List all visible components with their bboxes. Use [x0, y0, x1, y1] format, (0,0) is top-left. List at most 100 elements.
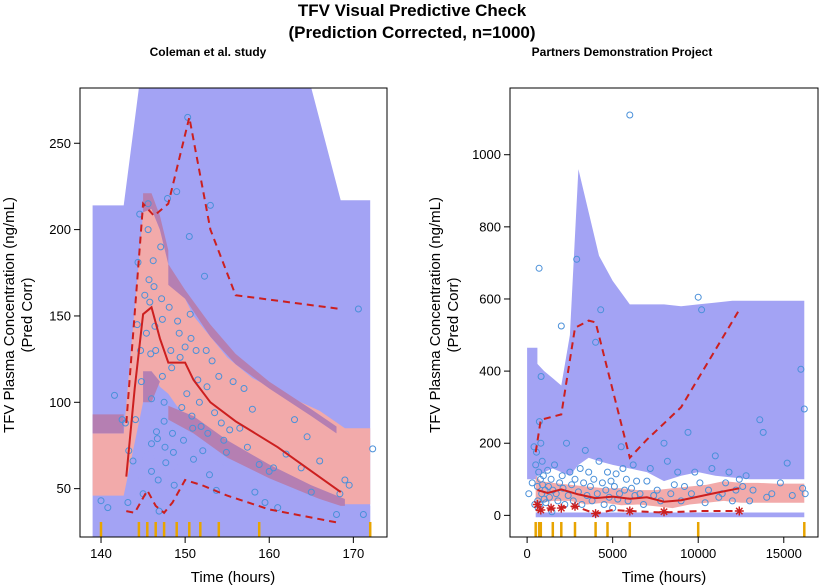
observed-point [600, 501, 608, 508]
observed-point [145, 276, 153, 284]
observed-point [535, 468, 543, 476]
observed-point [162, 459, 170, 467]
observed-point [701, 499, 709, 507]
observed-point [206, 471, 213, 479]
y-tick-label: 400 [479, 364, 501, 379]
observed-point [144, 226, 152, 234]
band-overlap [168, 264, 337, 434]
observed-point [681, 483, 688, 490]
observed-point [248, 405, 256, 413]
observed-point [735, 475, 743, 483]
y-axis-label-line2: (Pred Corr) [19, 277, 36, 352]
observed-point [619, 465, 627, 472]
lower-prediction-band [126, 450, 371, 537]
y-axis-label-line1: TFV Plasma Concentration (ng/mL) [427, 197, 444, 433]
observed-point [146, 298, 154, 306]
observed-point [687, 490, 695, 498]
observed-point [180, 436, 187, 444]
observed-point [142, 329, 150, 337]
observed-point [137, 347, 145, 354]
observed-point [236, 424, 244, 432]
observed-point [148, 467, 155, 475]
observed-point [532, 461, 540, 469]
observed-point [597, 306, 605, 314]
observed-point [217, 419, 225, 427]
observed-point [161, 443, 169, 451]
observed-point [684, 428, 692, 436]
band-overlap [168, 405, 345, 510]
observed-point [158, 295, 166, 303]
observed-point [229, 378, 237, 386]
observed-point [141, 291, 149, 299]
observed-point [711, 452, 719, 460]
y-tick-label: 200 [49, 222, 71, 237]
observed-point [746, 497, 754, 505]
observed-point [544, 466, 552, 474]
observed-point [539, 472, 547, 480]
observed-point [801, 490, 809, 498]
x-tick-label: 150 [174, 546, 196, 561]
observed-point [303, 433, 311, 441]
observed-point [768, 490, 776, 498]
observed-median-line [537, 487, 740, 503]
observed-point [643, 477, 651, 485]
observed-point [97, 497, 105, 505]
observed-point [554, 497, 562, 505]
plot-frame [509, 87, 819, 538]
observed-point [189, 424, 197, 432]
observed-point [646, 465, 654, 472]
y-tick-label: 1000 [472, 147, 501, 162]
observed-point [602, 486, 610, 494]
observed-point [576, 465, 584, 472]
observed-5th-percentile-line [126, 478, 341, 525]
observed-point [316, 457, 324, 465]
observed-point [341, 476, 349, 484]
observed-point [564, 492, 572, 499]
observed-point [636, 490, 644, 498]
x-tick-label: 15000 [766, 546, 802, 561]
observed-point [197, 423, 205, 430]
observed-point [226, 426, 234, 434]
y-tick-label: 50 [57, 481, 71, 496]
plot-frame [79, 87, 388, 538]
below-loq-marker [570, 501, 580, 511]
y-tick-label: 600 [479, 291, 501, 306]
observed-point [160, 417, 168, 425]
observed-point [354, 305, 362, 313]
observed-point [201, 272, 208, 280]
observed-point [206, 201, 214, 209]
observed-point [222, 448, 230, 456]
observed-point [251, 488, 259, 496]
y-tick-label: 250 [49, 136, 71, 151]
observed-point [255, 461, 263, 468]
observed-point [174, 317, 182, 325]
observed-point [742, 472, 750, 480]
observed-point [121, 419, 129, 427]
observed-point [799, 484, 807, 492]
observed-point [190, 455, 197, 463]
observed-point [607, 477, 615, 485]
observed-point [202, 347, 210, 354]
x-tick-label: 170 [343, 546, 365, 561]
observed-point [593, 490, 601, 498]
observed-point [157, 243, 165, 251]
observed-point [622, 475, 630, 483]
observed-point [590, 475, 598, 483]
observed-point [547, 475, 555, 483]
observed-point [728, 497, 736, 505]
observed-point [578, 501, 586, 508]
coleman-panel: Coleman et al. study Time (hours) TFV Pl… [1, 45, 388, 586]
observed-point [537, 439, 545, 447]
figure-title-line2: (Prediction Corrected, n=1000) [288, 23, 535, 42]
median-confidence-band [535, 475, 805, 509]
x-tick-label: 5000 [598, 546, 627, 561]
observed-point [124, 499, 132, 506]
observed-point [104, 504, 112, 512]
observed-point [788, 492, 796, 499]
below-loq-marker [591, 509, 601, 519]
observed-point [192, 347, 200, 354]
observed-point [538, 457, 546, 465]
observed-point [617, 443, 625, 451]
observed-point [610, 483, 618, 490]
observed-point [186, 310, 194, 318]
